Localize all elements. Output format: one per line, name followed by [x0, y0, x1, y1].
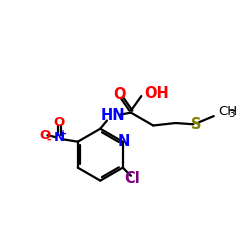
Text: -: -: [46, 135, 51, 145]
Text: CH: CH: [219, 106, 238, 118]
Text: HN: HN: [101, 108, 126, 122]
Text: +: +: [59, 129, 67, 139]
Text: O: O: [39, 129, 50, 142]
Text: N: N: [118, 134, 130, 149]
Text: S: S: [191, 117, 202, 132]
Text: N: N: [54, 131, 65, 144]
Text: 3: 3: [228, 109, 235, 119]
Text: OH: OH: [144, 86, 169, 101]
Text: O: O: [54, 116, 65, 129]
Text: O: O: [113, 86, 125, 102]
Text: Cl: Cl: [124, 171, 140, 186]
